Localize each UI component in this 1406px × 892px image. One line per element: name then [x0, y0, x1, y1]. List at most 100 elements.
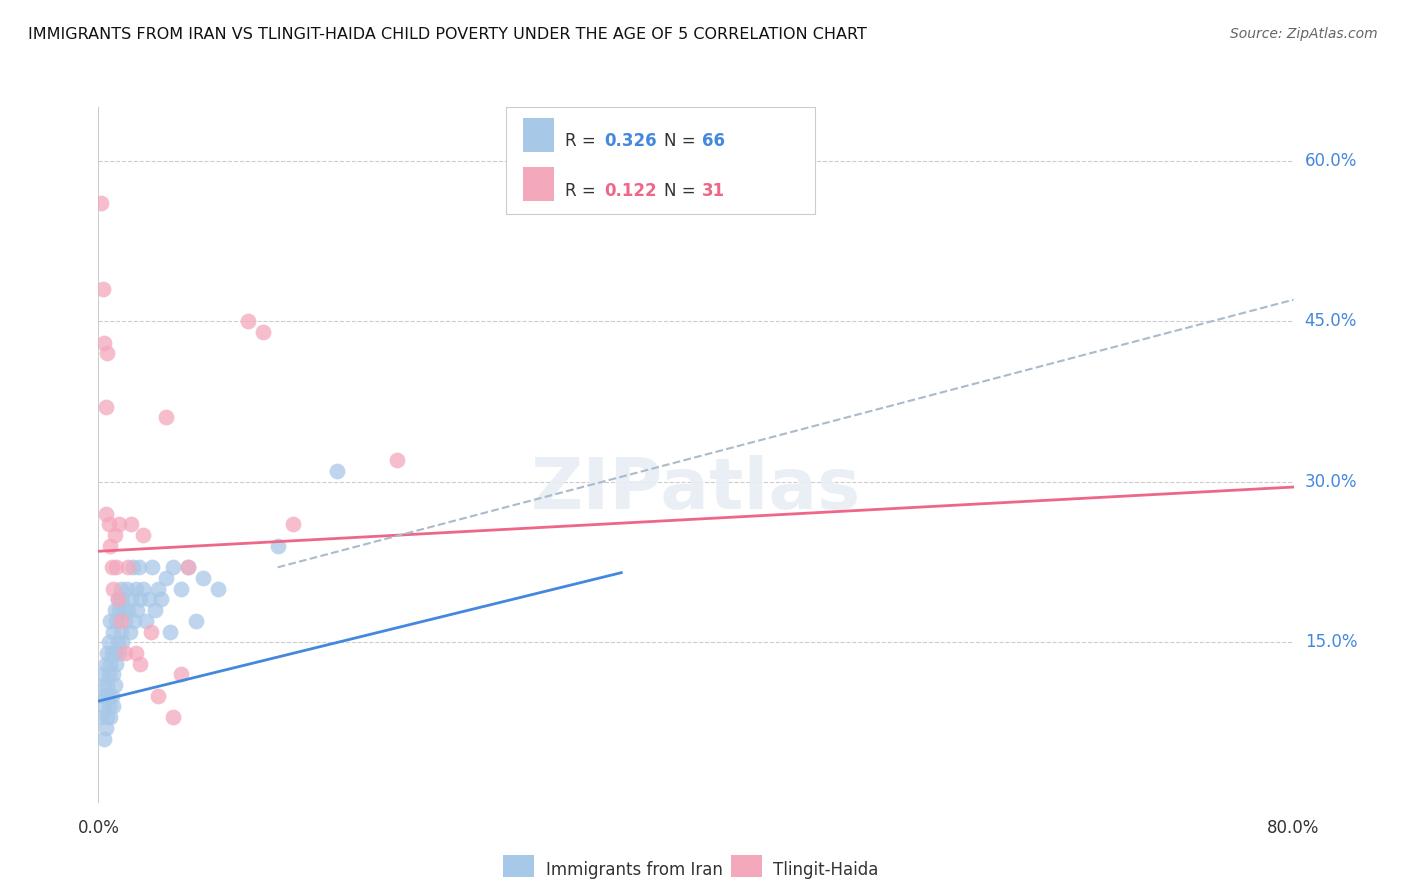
Point [93, 678, 115, 692]
Point [117, 603, 139, 617]
Point [169, 582, 191, 596]
Point [96, 646, 118, 660]
Point [177, 560, 200, 574]
Point [129, 592, 152, 607]
Point [148, 582, 170, 596]
Point [97, 635, 120, 649]
Point [125, 646, 148, 660]
Point [139, 624, 162, 639]
Point [108, 646, 131, 660]
Point [111, 635, 134, 649]
Point [112, 603, 135, 617]
Text: N =: N = [664, 182, 700, 200]
Point [105, 560, 128, 574]
Point [101, 646, 124, 660]
Point [110, 624, 132, 639]
Point [150, 592, 173, 607]
Point [138, 592, 160, 607]
Text: 15.0%: 15.0% [1305, 633, 1357, 651]
Point [107, 592, 129, 607]
Text: Immigrants from Iran: Immigrants from Iran [546, 861, 723, 879]
Point [115, 582, 138, 596]
Point [104, 603, 127, 617]
Point [111, 592, 134, 607]
Point [128, 560, 150, 574]
Point [98, 710, 122, 724]
Text: 31: 31 [702, 182, 724, 200]
Point [267, 539, 290, 553]
Point [155, 410, 177, 425]
Point [103, 624, 125, 639]
Point [93, 731, 115, 746]
Point [135, 614, 157, 628]
Point [326, 464, 349, 478]
Point [94, 400, 117, 414]
Point [114, 614, 136, 628]
Point [94, 721, 117, 735]
Point [252, 325, 274, 339]
Point [143, 603, 166, 617]
Point [97, 689, 120, 703]
Point [103, 582, 125, 596]
Point [124, 614, 146, 628]
Text: Source: ZipAtlas.com: Source: ZipAtlas.com [1230, 27, 1378, 41]
Point [110, 582, 132, 596]
Point [159, 624, 181, 639]
Point [108, 603, 131, 617]
Text: 45.0%: 45.0% [1305, 312, 1357, 330]
Point [91, 689, 114, 703]
Point [105, 614, 128, 628]
Point [117, 560, 139, 574]
Text: 30.0%: 30.0% [1305, 473, 1357, 491]
Point [162, 560, 184, 574]
Point [236, 314, 259, 328]
Text: 66: 66 [702, 132, 724, 150]
Point [94, 507, 117, 521]
Point [103, 667, 125, 681]
Point [121, 560, 143, 574]
Text: 0.122: 0.122 [605, 182, 657, 200]
Point [108, 517, 131, 532]
Point [97, 699, 120, 714]
Point [97, 667, 120, 681]
Point [385, 453, 409, 467]
Point [104, 528, 127, 542]
Point [127, 603, 149, 617]
Point [104, 646, 127, 660]
Point [207, 582, 229, 596]
Point [105, 657, 128, 671]
Point [169, 667, 191, 681]
Point [148, 689, 170, 703]
Point [94, 657, 117, 671]
Point [96, 678, 118, 692]
Point [94, 689, 117, 703]
Point [155, 571, 177, 585]
Point [132, 582, 155, 596]
Point [110, 614, 132, 628]
Point [107, 635, 129, 649]
Text: Tlingit-Haida: Tlingit-Haida [773, 861, 879, 879]
Text: ZIPatlas: ZIPatlas [531, 455, 860, 524]
Text: R =: R = [565, 132, 602, 150]
Point [177, 560, 200, 574]
Point [97, 517, 120, 532]
Point [90, 710, 112, 724]
Point [98, 539, 122, 553]
Point [125, 582, 148, 596]
Point [281, 517, 304, 532]
Point [98, 657, 122, 671]
Point [129, 657, 152, 671]
Point [132, 528, 155, 542]
Point [96, 710, 118, 724]
Point [107, 592, 129, 607]
Point [101, 560, 124, 574]
Text: 0.326: 0.326 [605, 132, 657, 150]
Text: N =: N = [664, 132, 700, 150]
Point [98, 614, 122, 628]
Point [93, 335, 115, 350]
Point [162, 710, 184, 724]
Point [120, 517, 142, 532]
Point [141, 560, 163, 574]
Point [103, 699, 125, 714]
Point [91, 282, 114, 296]
